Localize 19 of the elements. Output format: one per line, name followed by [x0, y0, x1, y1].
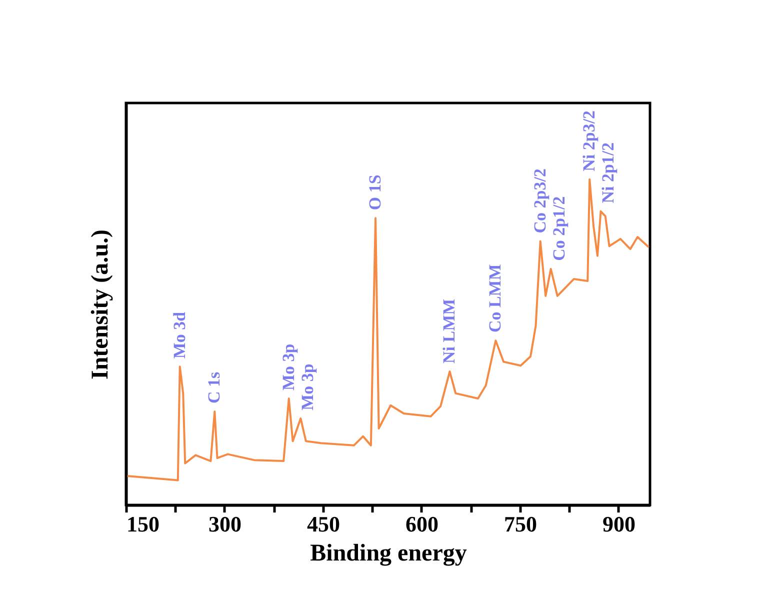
- x-tick-label: 300: [208, 512, 242, 536]
- x-tick-label: 450: [306, 512, 340, 536]
- annotation: Mo 3p: [278, 344, 298, 391]
- y-axis-title: Intensity (a.u.): [88, 229, 114, 380]
- annotation: Mo 3d: [170, 311, 189, 359]
- annotation: Ni 2p3/2: [580, 110, 599, 172]
- annotation: C 1s: [204, 372, 224, 404]
- annotation: O 1S: [366, 174, 385, 210]
- x-tick-label: 750: [504, 512, 537, 536]
- x-tick-label: 150: [126, 512, 160, 536]
- x-tick-label: 600: [405, 512, 438, 536]
- annotation: Co 2p3/2: [530, 168, 550, 234]
- annotation: Ni LMM: [440, 298, 459, 364]
- x-tick-label: 900: [602, 512, 636, 536]
- x-axis-title: Binding energy: [310, 540, 467, 566]
- annotation: Ni 2p1/2: [598, 142, 618, 204]
- annotation: Co LMM: [486, 264, 505, 333]
- annotation: Mo 3p: [298, 364, 317, 410]
- annotation: Co 2p1/2: [549, 196, 568, 261]
